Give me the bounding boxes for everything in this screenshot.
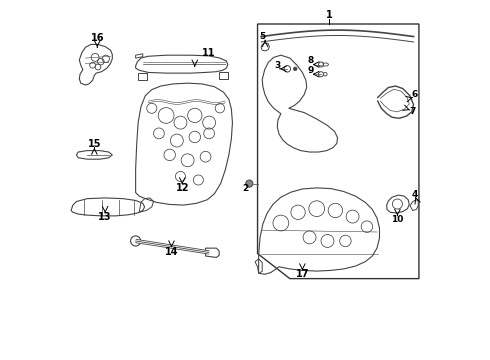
Text: 13: 13 [98,212,112,222]
Text: 12: 12 [175,183,189,193]
Text: 6: 6 [412,90,418,99]
Text: 16: 16 [91,33,104,43]
Text: 11: 11 [202,48,216,58]
Text: 2: 2 [242,184,248,193]
Circle shape [294,67,297,71]
Text: 8: 8 [307,57,314,66]
Text: 15: 15 [88,139,101,149]
Text: 10: 10 [391,215,404,224]
Text: 14: 14 [165,247,178,257]
Text: 4: 4 [411,190,417,199]
Text: 1: 1 [326,10,333,20]
Text: 9: 9 [307,66,314,75]
Text: 7: 7 [409,107,416,116]
Circle shape [245,180,253,187]
Text: 5: 5 [259,32,266,41]
Text: 17: 17 [295,269,309,279]
Text: 3: 3 [274,61,280,70]
